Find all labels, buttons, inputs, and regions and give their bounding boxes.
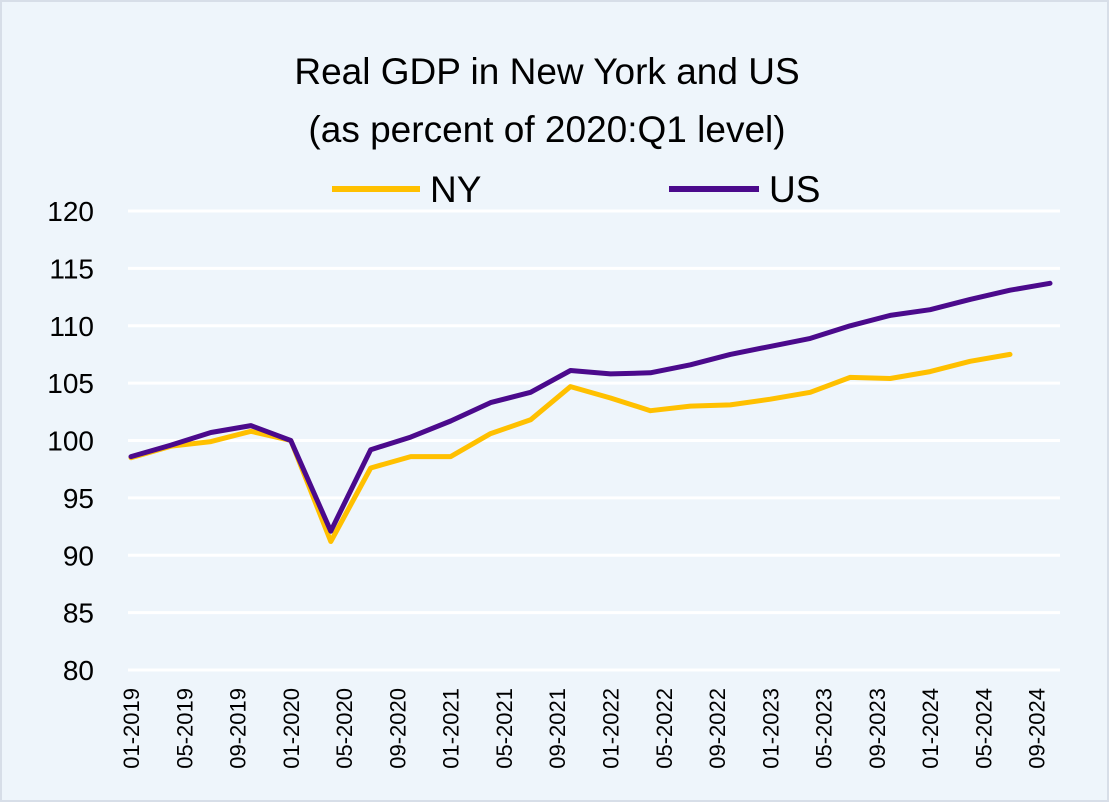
y-tick-label: 110 [49, 311, 94, 342]
y-tick-label: 100 [47, 426, 94, 457]
x-tick-label: 05-2022 [652, 688, 677, 769]
x-tick-label: 09-2024 [1025, 688, 1050, 769]
x-tick-label: 05-2019 [172, 688, 197, 769]
legend: NY US [332, 169, 820, 210]
chart-title: Real GDP in New York and US (as percent o… [294, 51, 799, 150]
chart-title-line: Real GDP in New York and US [294, 51, 799, 92]
x-tick-label: 05-2024 [971, 688, 996, 769]
x-tick-label: 09-2023 [865, 688, 890, 769]
x-axis-ticks: 01-2019 05-2019 09-2019 01-2020 05-2020 09-20… [119, 688, 1050, 769]
series-line-us [128, 280, 1053, 534]
legend-label-ny: NY [430, 169, 481, 210]
legend-label-us: US [769, 169, 820, 210]
y-tick-label: 120 [47, 196, 94, 227]
y-tick-label: 85 [63, 598, 94, 629]
x-tick-label: 09-2019 [226, 688, 251, 769]
y-axis-ticks: 80 85 90 95 100 105 110 115 120 [47, 196, 94, 686]
y-tick-label: 90 [63, 540, 94, 571]
x-tick-label: 01-2019 [119, 688, 144, 769]
x-tick-label: 01-2022 [598, 688, 623, 769]
series-lines [128, 280, 1053, 544]
y-tick-label: 105 [47, 368, 94, 399]
x-tick-label: 05-2020 [332, 688, 357, 769]
gridlines [128, 209, 1060, 672]
y-tick-label: 80 [63, 655, 94, 686]
x-tick-label: 09-2022 [705, 688, 730, 769]
x-tick-label: 01-2024 [918, 688, 943, 769]
x-tick-label: 05-2021 [492, 688, 517, 769]
x-tick-label: 05-2023 [812, 688, 837, 769]
x-tick-label: 01-2023 [758, 688, 783, 769]
y-tick-label: 115 [49, 253, 94, 284]
x-tick-label: 09-2020 [385, 688, 410, 769]
x-tick-label: 01-2020 [279, 688, 304, 769]
x-tick-label: 01-2021 [439, 688, 464, 769]
y-tick-label: 95 [63, 483, 94, 514]
chart-title-line: (as percent of 2020:Q1 level) [308, 109, 785, 150]
x-tick-label: 09-2021 [545, 688, 570, 769]
